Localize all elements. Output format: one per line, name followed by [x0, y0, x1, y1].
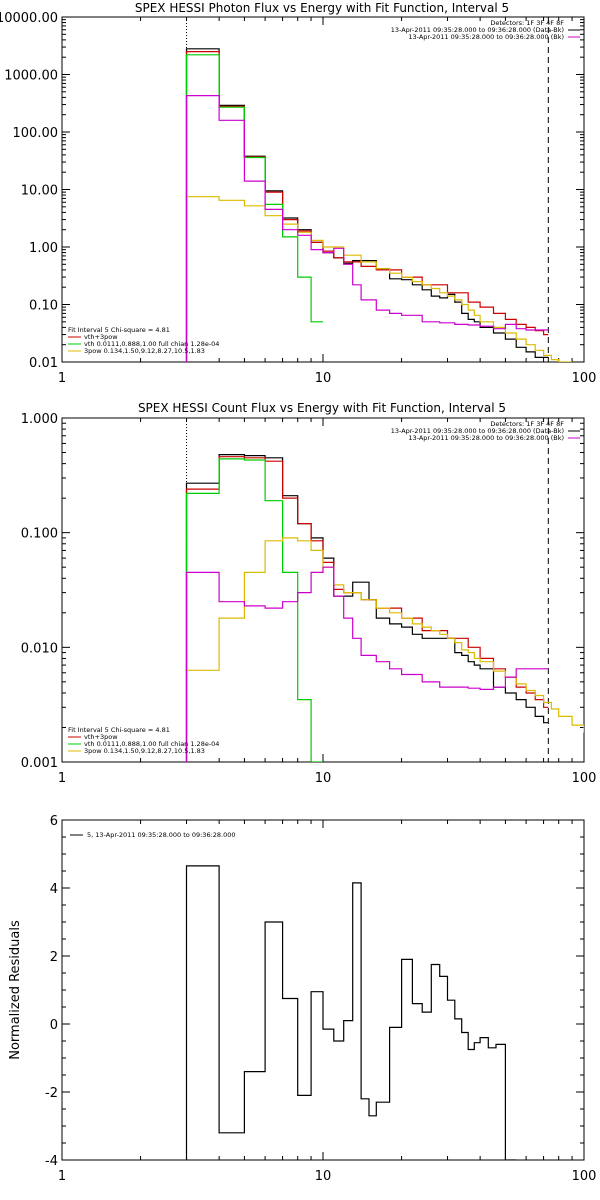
legend-top-text: 13-Apr-2011 09:35:28.000 to 09:36:28.000…	[391, 26, 564, 34]
series-step-line	[185, 537, 584, 762]
y-tick-label: -2	[45, 1086, 58, 1101]
count-flux-panel: SPEX HESSI Count Flux vs Energy with Fit…	[21, 401, 597, 786]
legend-top-text: Detectors: 1F 3F 4F 8F	[490, 19, 564, 27]
series-group	[185, 48, 573, 362]
x-tick-label: 1	[58, 771, 66, 786]
legend-top-text: 13-Apr-2011 09:35:28.000 to 09:36:28.000…	[408, 33, 564, 41]
y-tick-label: 0.001	[21, 756, 58, 771]
series-step-line	[185, 51, 549, 362]
photon-flux-panel: SPEX HESSI Photon Flux vs Energy with Fi…	[0, 1, 596, 386]
y-tick-label: 1000.00	[4, 69, 58, 84]
x-tick-label: 10	[315, 1169, 332, 1184]
series-step-line	[185, 865, 517, 1160]
y-tick-label: 0	[50, 1018, 58, 1033]
series-group	[185, 454, 584, 762]
axes-frame	[61, 16, 585, 363]
legend-fit-text: vth+3pow	[84, 333, 118, 341]
x-tick-label: 100	[572, 771, 597, 786]
count-flux-title: SPEX HESSI Count Flux vs Energy with Fit…	[138, 401, 506, 415]
series-step-line	[185, 456, 549, 762]
series-group	[185, 865, 517, 1160]
legend-fit-text: 3pow 0.134,1.50,9.12,8.27,10.5,1.83	[84, 347, 205, 355]
axes-frame	[61, 417, 585, 763]
x-tick-label: 10	[315, 771, 332, 786]
y-tick-label: 10000.00	[0, 11, 58, 26]
legend-fit-text: 3pow 0.134,1.50,9.12,8.27,10.5,1.83	[84, 747, 205, 755]
series-step-line	[185, 458, 323, 762]
legend-fit-text: vth 0.0111,0.888,1.00 full chian 1.28e-0…	[84, 740, 219, 748]
legend-fit-text: vth+3pow	[84, 733, 118, 741]
y-tick-label: 0.010	[21, 641, 58, 656]
y-tick-label: 0.10	[29, 299, 58, 314]
residuals-legend-text: 5, 13-Apr-2011 09:35:28.000 to 09:36:28.…	[87, 831, 236, 839]
x-tick-label: 1	[58, 1169, 66, 1184]
legend-top-text: Detectors: 1F 3F 4F 8F	[490, 420, 564, 428]
legend-fit-text: vth 0.0111,0.888,1.00 full chian 1.28e-0…	[84, 340, 219, 348]
y-tick-label: 1.00	[29, 241, 58, 256]
residuals-ylabel: Normalized Residuals	[8, 920, 23, 1060]
y-tick-label: 10.00	[21, 184, 58, 199]
y-tick-label: 1.000	[21, 412, 58, 427]
y-tick-label: 0.01	[29, 356, 58, 371]
legend-fit-text: Fit Interval 5 Chi-square = 4.81	[68, 326, 170, 334]
series-step-line	[185, 566, 549, 762]
legend-top-text: 13-Apr-2011 09:35:28.000 to 09:36:28.000…	[391, 427, 564, 435]
y-tick-label: -4	[45, 1154, 58, 1169]
x-tick-label: 100	[572, 1169, 597, 1184]
series-step-line	[185, 454, 549, 762]
legend-fit-text: Fit Interval 5 Chi-square = 4.81	[68, 726, 170, 734]
legend-top-text: 13-Apr-2011 09:35:28.000 to 09:36:28.000…	[408, 434, 564, 442]
series-step-line	[185, 95, 549, 362]
series-step-line	[185, 54, 323, 362]
x-tick-label: 1	[58, 371, 66, 386]
photon-flux-title: SPEX HESSI Photon Flux vs Energy with Fi…	[135, 1, 509, 15]
y-tick-label: 100.00	[13, 126, 59, 141]
residuals-panel: Normalized Residuals 5, 13-Apr-2011 09:3…	[8, 814, 596, 1184]
y-tick-label: 0.100	[21, 527, 58, 542]
series-step-line	[185, 48, 549, 362]
y-tick-label: 2	[50, 950, 58, 965]
x-tick-label: 10	[315, 371, 332, 386]
y-tick-label: 4	[50, 882, 58, 897]
x-tick-label: 100	[572, 371, 597, 386]
series-step-line	[185, 196, 573, 362]
y-tick-label: 6	[50, 814, 58, 829]
